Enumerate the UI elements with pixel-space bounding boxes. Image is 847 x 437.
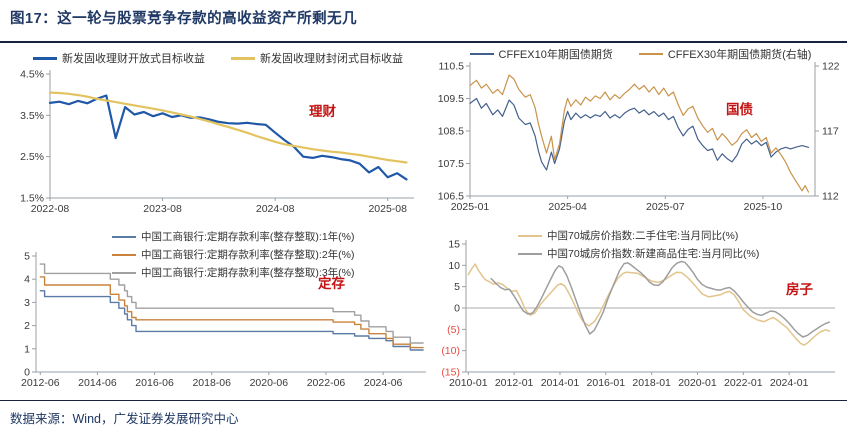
legend-label: 新发固收理财封闭式目标收益 [260, 53, 403, 65]
line-swatch-icon [112, 253, 136, 256]
legend-label: CFFEX30年期国债期货(右轴) [667, 49, 812, 61]
footer-divider [0, 400, 847, 401]
svg-text:15: 15 [448, 239, 460, 251]
plot-area: 15 10 5 0 (5) (10) (15) 2010-01 2012-01 2014-01 20… [436, 226, 845, 396]
line-swatch-icon [231, 56, 255, 60]
svg-text:1.5%: 1.5% [20, 193, 44, 205]
svg-text:2.5%: 2.5% [20, 151, 44, 163]
line-swatch-icon [518, 234, 542, 237]
legend-label: CFFEX10年期国债期货 [498, 49, 613, 61]
chart-deposit-rates: 中国工商银行:定期存款利率(整存整取):1年(%) 中国工商银行:定期存款利率(… [12, 226, 434, 394]
svg-text:2022-01: 2022-01 [724, 377, 763, 389]
svg-text:2025-04: 2025-04 [548, 201, 587, 213]
svg-text:2016-01: 2016-01 [587, 377, 626, 389]
legend-label: 中国工商银行:定期存款利率(整存整取):3年(%) [141, 267, 355, 279]
svg-text:2024-08: 2024-08 [256, 203, 295, 215]
svg-text:3.5%: 3.5% [20, 110, 44, 122]
legend-item: 中国70城房价指数:新建商品住宅:当月同比(%) [518, 246, 759, 261]
svg-text:(10): (10) [441, 345, 460, 357]
legend-label: 中国70城房价指数:二手住宅:当月同比(%) [547, 230, 739, 242]
svg-text:2010-01: 2010-01 [449, 377, 488, 389]
corner-label-bond: 国债 [726, 102, 753, 117]
svg-text:0: 0 [24, 367, 30, 379]
plot-area: 110.5 109.5 108.5 107.5 106.5 122 117 112 2025-0… [436, 44, 845, 218]
svg-text:10: 10 [448, 260, 460, 272]
svg-text:2025-07: 2025-07 [646, 201, 685, 213]
svg-text:2012-01: 2012-01 [495, 377, 534, 389]
svg-text:108.5: 108.5 [438, 126, 464, 138]
svg-text:2025-01: 2025-01 [451, 201, 490, 213]
svg-text:2018-01: 2018-01 [632, 377, 671, 389]
svg-text:2025-08: 2025-08 [368, 203, 407, 215]
corner-label-deposit: 定存 [318, 276, 345, 291]
svg-text:2022-08: 2022-08 [31, 203, 70, 215]
plot-area: 4.5% 3.5% 2.5% 1.5% 2022-08 2023-08 2024-08 202… [14, 48, 422, 220]
svg-text:2018-06: 2018-06 [192, 377, 231, 389]
legend-label: 中国工商银行:定期存款利率(整存整取):1年(%) [141, 231, 355, 243]
legend: CFFEX10年期国债期货 CFFEX30年期国债期货(右轴) [436, 46, 845, 62]
legend-item: CFFEX30年期国债期货(右轴) [638, 46, 812, 62]
svg-text:110.5: 110.5 [439, 61, 465, 73]
chart-home-price-index: 中国70城房价指数:二手住宅:当月同比(%) 中国70城房价指数:新建商品住宅:… [436, 226, 845, 396]
svg-text:109.5: 109.5 [438, 93, 464, 105]
svg-text:3: 3 [24, 297, 30, 309]
svg-text:(15): (15) [441, 367, 460, 379]
line-swatch-icon [469, 53, 494, 55]
legend-label: 新发固收理财开放式目标收益 [62, 53, 205, 65]
legend-item: 中国工商银行:定期存款利率(整存整取):1年(%) [112, 229, 355, 244]
line-swatch-icon [518, 252, 542, 255]
corner-label-wealth: 理财 [309, 104, 336, 119]
svg-text:2: 2 [24, 320, 30, 332]
legend-item: 中国70城房价指数:二手住宅:当月同比(%) [518, 228, 759, 243]
svg-text:2022-06: 2022-06 [307, 377, 346, 389]
data-source-note: 数据来源：Wind，广发证券发展研究中心 [10, 412, 239, 426]
legend: 新发固收理财开放式目标收益 新发固收理财封闭式目标收益 [14, 50, 422, 66]
chart-treasury-futures: CFFEX10年期国债期货 CFFEX30年期国债期货(右轴) 国债 110.5… [436, 44, 845, 218]
line-swatch-icon [112, 235, 136, 238]
svg-text:4.5%: 4.5% [20, 69, 44, 81]
figure-title: 图17：这一轮与股票竞争存款的高收益资产所剩无几 [10, 11, 358, 27]
svg-text:1: 1 [24, 343, 30, 355]
plot-area: 5 4 3 2 1 0 2012-06 2014-06 2016-06 2018-06 2020-0… [12, 226, 434, 394]
corner-label-house: 房子 [786, 282, 813, 297]
legend-label: 中国工商银行:定期存款利率(整存整取):2年(%) [141, 249, 355, 261]
svg-text:5: 5 [24, 251, 30, 263]
svg-text:2020-06: 2020-06 [250, 377, 289, 389]
legend: 中国工商银行:定期存款利率(整存整取):1年(%) 中国工商银行:定期存款利率(… [112, 229, 355, 280]
svg-text:2024-01: 2024-01 [770, 377, 809, 389]
svg-text:2023-08: 2023-08 [143, 203, 182, 215]
legend-item: 新发固收理财开放式目标收益 [33, 50, 205, 66]
legend-item: 新发固收理财封闭式目标收益 [231, 50, 403, 66]
legend-item: 中国工商银行:定期存款利率(整存整取):2年(%) [112, 247, 355, 262]
svg-text:(5): (5) [447, 324, 460, 336]
svg-text:2012-06: 2012-06 [21, 377, 60, 389]
legend: 中国70城房价指数:二手住宅:当月同比(%) 中国70城房价指数:新建商品住宅:… [518, 228, 759, 261]
svg-text:4: 4 [24, 274, 30, 286]
line-swatch-icon [33, 56, 57, 60]
svg-text:2014-01: 2014-01 [541, 377, 580, 389]
svg-text:0: 0 [454, 303, 460, 315]
legend-label: 中国70城房价指数:新建商品住宅:当月同比(%) [547, 248, 760, 260]
svg-text:107.5: 107.5 [438, 158, 464, 170]
svg-text:2014-06: 2014-06 [78, 377, 117, 389]
svg-text:5: 5 [454, 281, 460, 293]
svg-text:122: 122 [822, 61, 840, 73]
svg-text:2020-01: 2020-01 [678, 377, 717, 389]
svg-text:112: 112 [822, 191, 839, 203]
svg-text:2025-10: 2025-10 [744, 201, 783, 213]
svg-text:2016-06: 2016-06 [135, 377, 174, 389]
legend-item: 中国工商银行:定期存款利率(整存整取):3年(%) [112, 265, 355, 280]
legend-item: CFFEX10年期国债期货 [469, 46, 613, 62]
svg-text:2024-06: 2024-06 [364, 377, 403, 389]
line-swatch-icon [112, 271, 136, 274]
svg-text:117: 117 [822, 126, 839, 138]
svg-text:106.5: 106.5 [438, 191, 464, 203]
chart-wealth-management-yield: 新发固收理财开放式目标收益 新发固收理财封闭式目标收益 理财 4.5% 3.5% 2… [14, 48, 422, 220]
title-divider [0, 41, 847, 43]
line-swatch-icon [638, 53, 663, 55]
